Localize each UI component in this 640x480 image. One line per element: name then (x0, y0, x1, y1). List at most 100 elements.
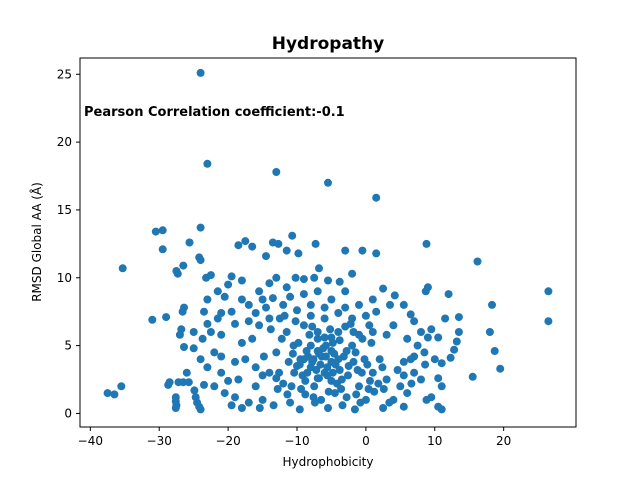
data-point (227, 272, 236, 281)
data-point (213, 287, 222, 296)
data-point (434, 402, 443, 411)
data-point (321, 341, 330, 350)
data-point (372, 249, 381, 258)
data-point (366, 376, 374, 385)
data-point (200, 380, 208, 389)
data-point (488, 300, 496, 309)
data-point (282, 328, 291, 336)
data-point (189, 344, 198, 353)
data-point (268, 294, 277, 303)
data-point (441, 314, 450, 323)
data-point (274, 239, 283, 248)
data-point (224, 280, 233, 289)
data-point (273, 385, 282, 393)
data-point (301, 390, 310, 399)
data-point (227, 401, 236, 410)
data-point (179, 378, 188, 387)
data-point (341, 287, 350, 296)
data-point (410, 317, 419, 326)
y-tick-label: 25 (57, 67, 72, 81)
data-point (437, 359, 446, 368)
data-point (299, 275, 308, 284)
data-point (334, 328, 343, 336)
data-point (390, 291, 399, 300)
data-point (158, 226, 167, 235)
data-point (294, 338, 303, 347)
data-point (473, 257, 482, 266)
data-point (310, 273, 319, 282)
data-point (350, 405, 359, 414)
data-point (334, 309, 343, 317)
data-point (324, 404, 332, 412)
data-point (427, 325, 436, 334)
data-point (291, 317, 300, 326)
data-point (203, 159, 212, 168)
data-point (227, 307, 236, 316)
data-point (171, 404, 180, 412)
data-point (297, 385, 306, 393)
data-point (283, 390, 292, 399)
chart-title: Hydropathy (272, 34, 385, 54)
data-point (313, 334, 322, 343)
data-point (287, 382, 296, 391)
data-point (269, 401, 278, 410)
data-point (266, 325, 275, 334)
data-point (382, 375, 391, 384)
data-point (284, 357, 293, 366)
x-tick-label: 0 (362, 434, 370, 448)
y-axis-ticks: 0 5 10 15 20 25 (57, 67, 80, 420)
data-point (372, 307, 381, 316)
data-point (310, 382, 319, 391)
data-point (291, 273, 300, 282)
data-point (364, 385, 373, 393)
data-point (344, 371, 352, 380)
data-point (110, 390, 119, 399)
x-tick-label: −10 (284, 434, 309, 448)
data-point (324, 387, 333, 396)
data-point (258, 395, 267, 404)
data-point (320, 303, 329, 312)
data-point (217, 309, 226, 317)
data-point (308, 357, 317, 366)
data-point (407, 379, 416, 388)
data-point (217, 330, 226, 339)
data-point (189, 328, 198, 336)
data-point (272, 273, 281, 282)
data-point (410, 368, 419, 377)
data-point (341, 246, 350, 255)
data-point (196, 223, 205, 232)
data-point (348, 269, 357, 278)
data-point (255, 287, 264, 296)
data-point (330, 389, 339, 398)
data-point (279, 379, 288, 388)
data-point (196, 256, 205, 265)
data-point (277, 334, 286, 343)
data-point (406, 310, 415, 319)
data-point (217, 352, 226, 361)
data-point (444, 290, 453, 299)
data-point (265, 368, 274, 377)
data-point (356, 398, 365, 407)
data-point (430, 355, 439, 364)
data-point (198, 334, 207, 343)
data-point (355, 382, 363, 391)
data-point (337, 385, 346, 393)
data-point (335, 336, 344, 345)
data-point (368, 328, 377, 336)
data-point (306, 341, 315, 350)
data-point (355, 300, 363, 309)
data-point (434, 333, 443, 342)
x-axis-ticks: −40 −30 −20 −10 0 10 20 (78, 427, 511, 448)
data-point (103, 389, 112, 398)
data-point (164, 380, 173, 389)
data-point (468, 372, 477, 381)
data-point (496, 364, 505, 373)
data-point (241, 237, 250, 246)
data-point (446, 353, 455, 362)
data-point (452, 337, 461, 346)
data-point (341, 303, 350, 312)
data-point (361, 311, 370, 320)
data-point (258, 295, 267, 304)
